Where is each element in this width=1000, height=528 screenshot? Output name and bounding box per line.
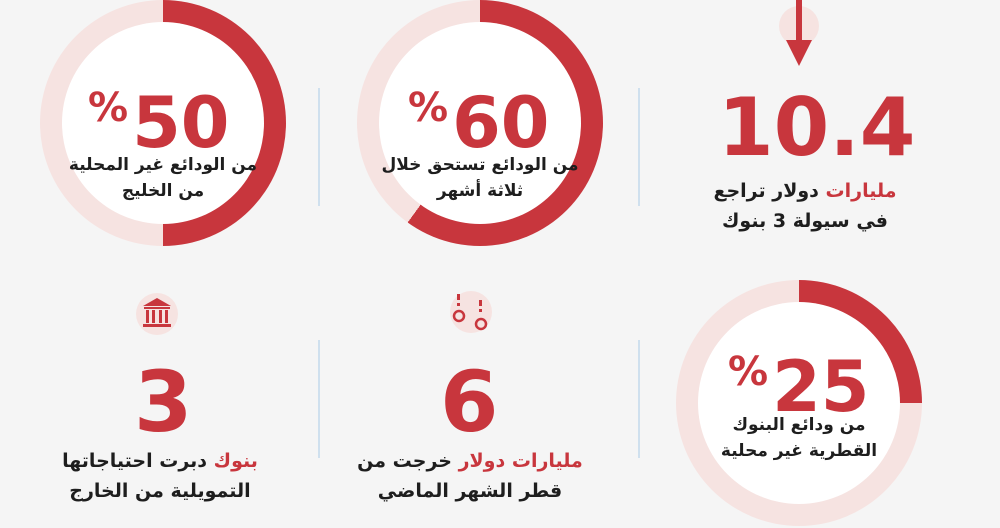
stat-value: 10.4	[718, 81, 916, 174]
down-arrow-icon	[776, 0, 822, 66]
stat-caption: بنوك دبرت احتياجاتها التمويلية من الخارج	[62, 450, 258, 502]
divider	[638, 340, 640, 458]
divider	[318, 340, 320, 458]
bank-building-icon	[134, 292, 180, 336]
stat-value: 3	[134, 353, 193, 451]
money-outflow-icon	[445, 290, 497, 336]
stat-caption: من الودائع تستحق خلال ثلاثة أشهر	[381, 155, 579, 201]
stat-caption: مليارات دولار تراجع في سيولة 3 بنوك	[713, 180, 897, 232]
divider	[638, 88, 640, 206]
divider	[318, 88, 320, 206]
progress-ring-50	[40, 0, 286, 246]
stat-caption: من الودائع غير المحلية من الخليج	[68, 155, 258, 201]
stat-caption: مليارات دولار خرجت من قطر الشهر الماضي	[357, 450, 583, 502]
stat-value: 6	[440, 353, 499, 451]
progress-ring-60	[357, 0, 603, 246]
percent-value: %60	[408, 82, 550, 164]
percent-value: %50	[88, 82, 230, 164]
progress-ring-25	[676, 280, 922, 526]
stat-caption: من ودائع البنوك القطرية غير محلية	[720, 415, 878, 461]
percent-value: %25	[728, 346, 870, 428]
